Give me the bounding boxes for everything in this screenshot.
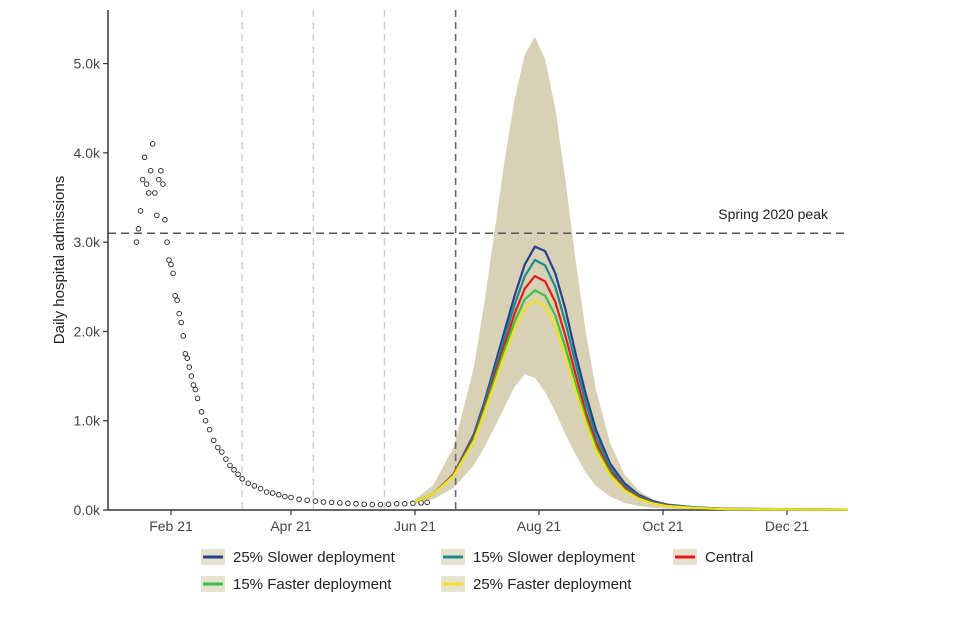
legend-item: 15% Slower deployment <box>441 549 636 566</box>
observed-point <box>170 270 176 277</box>
observed-point <box>135 226 142 232</box>
observed-point <box>147 167 154 174</box>
series-line-5 <box>414 299 849 511</box>
observed-point <box>180 333 186 339</box>
y-tick-label: 3.0k <box>74 234 101 250</box>
x-tick-label: Feb 21 <box>149 518 193 534</box>
observed-point <box>385 501 392 507</box>
observed-point <box>186 364 193 370</box>
observed-point <box>345 500 351 507</box>
observed-point <box>206 426 213 433</box>
observed-point <box>182 351 189 357</box>
observed-point <box>312 498 319 504</box>
observed-point <box>149 141 156 147</box>
observed-point <box>257 485 264 492</box>
observed-point <box>184 355 191 361</box>
legend-item: 25% Slower deployment <box>201 549 396 566</box>
observed-point <box>269 490 276 496</box>
legend: 25% Slower deployment 15% Slower deployme… <box>201 549 753 593</box>
observed-point <box>223 456 229 462</box>
observed-point <box>188 373 195 379</box>
observed-point <box>235 471 241 478</box>
uncertainty-band <box>415 36 848 510</box>
observed-point <box>174 297 180 303</box>
x-tick-label: Dec 21 <box>765 518 810 534</box>
y-tick-label: 0.0k <box>74 502 101 518</box>
observed-point <box>231 467 237 473</box>
observed-point <box>192 386 199 393</box>
observed-point <box>320 499 327 505</box>
y-tick-label: 5.0k <box>74 56 101 72</box>
observed-point <box>210 437 217 444</box>
legend-item: 25% Faster deployment <box>441 576 632 593</box>
observed-point <box>410 500 416 507</box>
observed-point <box>164 239 170 245</box>
observed-point <box>141 154 148 161</box>
observed-point <box>328 499 335 506</box>
observed-point <box>166 257 172 263</box>
observed-point <box>288 494 294 501</box>
observed-point <box>156 176 162 183</box>
observed-point <box>219 449 225 455</box>
observed-point <box>304 497 310 503</box>
x-tick-label: Aug 21 <box>517 518 562 534</box>
legend-item: Central <box>673 549 753 566</box>
observed-point <box>239 476 245 482</box>
x-tick-label: Jun 21 <box>394 518 436 534</box>
observed-point <box>198 409 205 415</box>
observed-point <box>133 239 140 245</box>
observed-point <box>158 167 164 174</box>
observed-point <box>369 501 376 508</box>
observed-point <box>194 395 201 402</box>
observed-point <box>227 462 233 469</box>
observed-point <box>337 500 343 506</box>
legend-label: 15% Slower deployment <box>473 549 636 566</box>
observed-point <box>251 483 258 489</box>
observed-point <box>418 500 424 506</box>
observed-point <box>176 310 182 317</box>
observed-point <box>402 501 408 507</box>
observed-point <box>190 382 197 388</box>
y-tick-label: 4.0k <box>74 145 101 161</box>
observed-point <box>160 181 166 187</box>
legend-item: 15% Faster deployment <box>201 576 392 593</box>
observed-point <box>424 499 430 506</box>
observed-point <box>245 480 252 486</box>
observed-point <box>282 493 288 500</box>
observed-point <box>137 208 144 214</box>
observed-point <box>276 492 282 498</box>
observed-point <box>178 319 184 326</box>
y-axis-title: Daily hospital admissions <box>51 176 68 344</box>
observed-point <box>263 489 270 495</box>
y-tick-label: 2.0k <box>74 323 101 339</box>
observed-point <box>152 190 158 196</box>
legend-label: 25% Slower deployment <box>233 549 396 566</box>
legend-label: Central <box>705 549 753 566</box>
reference-line-label: Spring 2020 peak <box>718 206 829 222</box>
observed-point <box>162 217 168 223</box>
x-tick-label: Apr 21 <box>270 518 311 534</box>
legend-label: 25% Faster deployment <box>473 576 632 593</box>
observed-point <box>143 181 150 187</box>
y-tick-label: 1.0k <box>74 413 101 429</box>
observed-point <box>202 417 209 424</box>
observed-point <box>377 501 384 508</box>
observed-point <box>145 190 152 196</box>
observed-point <box>296 496 302 503</box>
observed-point <box>393 501 400 507</box>
observed-point <box>353 501 359 507</box>
observed-point <box>215 444 221 451</box>
plot-area: Spring 2020 peak 0.0k 1.0k 2.0k 3.0k 4.0k 5.0k… <box>51 10 849 593</box>
x-tick-label: Oct 21 <box>642 518 683 534</box>
legend-label: 15% Faster deployment <box>233 576 392 593</box>
observed-point <box>172 292 178 299</box>
observed-point <box>361 501 367 507</box>
observed-point <box>168 261 174 268</box>
observed-point <box>154 212 160 219</box>
observed-point <box>139 176 146 183</box>
